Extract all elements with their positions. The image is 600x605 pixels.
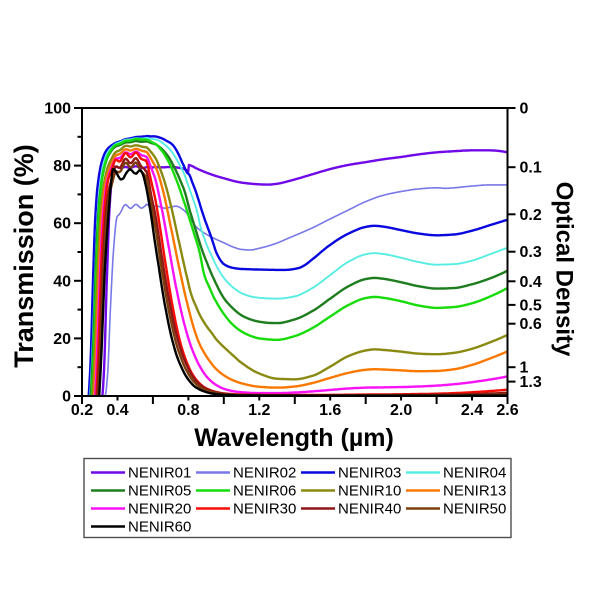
svg-text:0.4: 0.4 bbox=[106, 402, 128, 419]
svg-text:0: 0 bbox=[520, 101, 529, 118]
svg-text:0.2: 0.2 bbox=[71, 402, 93, 419]
svg-text:2.0: 2.0 bbox=[390, 402, 412, 419]
svg-text:0.6: 0.6 bbox=[520, 316, 542, 333]
svg-text:0.4: 0.4 bbox=[520, 274, 542, 291]
svg-text:60: 60 bbox=[53, 216, 71, 233]
svg-text:NENIR06: NENIR06 bbox=[233, 483, 296, 500]
svg-text:0.5: 0.5 bbox=[520, 297, 542, 314]
svg-text:NENIR10: NENIR10 bbox=[338, 483, 401, 500]
svg-text:20: 20 bbox=[53, 331, 71, 348]
svg-text:1.6: 1.6 bbox=[319, 402, 341, 419]
svg-text:NENIR20: NENIR20 bbox=[128, 501, 191, 518]
svg-text:2.4: 2.4 bbox=[461, 402, 483, 419]
svg-text:100: 100 bbox=[44, 101, 71, 118]
svg-text:40: 40 bbox=[53, 273, 71, 290]
svg-text:0.1: 0.1 bbox=[520, 160, 542, 177]
svg-text:NENIR01: NENIR01 bbox=[128, 465, 191, 482]
svg-text:NENIR05: NENIR05 bbox=[128, 483, 191, 500]
svg-text:1: 1 bbox=[520, 360, 529, 377]
svg-text:Wavelength (µm): Wavelength (µm) bbox=[194, 424, 394, 452]
svg-text:0: 0 bbox=[62, 389, 71, 406]
svg-text:NENIR50: NENIR50 bbox=[443, 501, 506, 518]
svg-text:0.2: 0.2 bbox=[520, 207, 542, 224]
svg-text:0.8: 0.8 bbox=[177, 402, 199, 419]
svg-text:NENIR03: NENIR03 bbox=[338, 465, 401, 482]
svg-text:NENIR13: NENIR13 bbox=[443, 483, 506, 500]
svg-text:1.3: 1.3 bbox=[520, 374, 542, 391]
svg-text:Transmission (%): Transmission (%) bbox=[9, 144, 39, 368]
svg-text:1.2: 1.2 bbox=[248, 402, 270, 419]
svg-text:80: 80 bbox=[53, 158, 71, 175]
svg-text:NENIR02: NENIR02 bbox=[233, 465, 296, 482]
svg-text:0.3: 0.3 bbox=[520, 244, 542, 261]
svg-text:NENIR60: NENIR60 bbox=[128, 519, 191, 536]
svg-text:NENIR30: NENIR30 bbox=[233, 501, 296, 518]
svg-text:2.6: 2.6 bbox=[496, 402, 518, 419]
svg-text:NENIR04: NENIR04 bbox=[443, 465, 506, 482]
svg-text:NENIR40: NENIR40 bbox=[338, 501, 401, 518]
svg-text:Optical Density: Optical Density bbox=[551, 182, 578, 357]
